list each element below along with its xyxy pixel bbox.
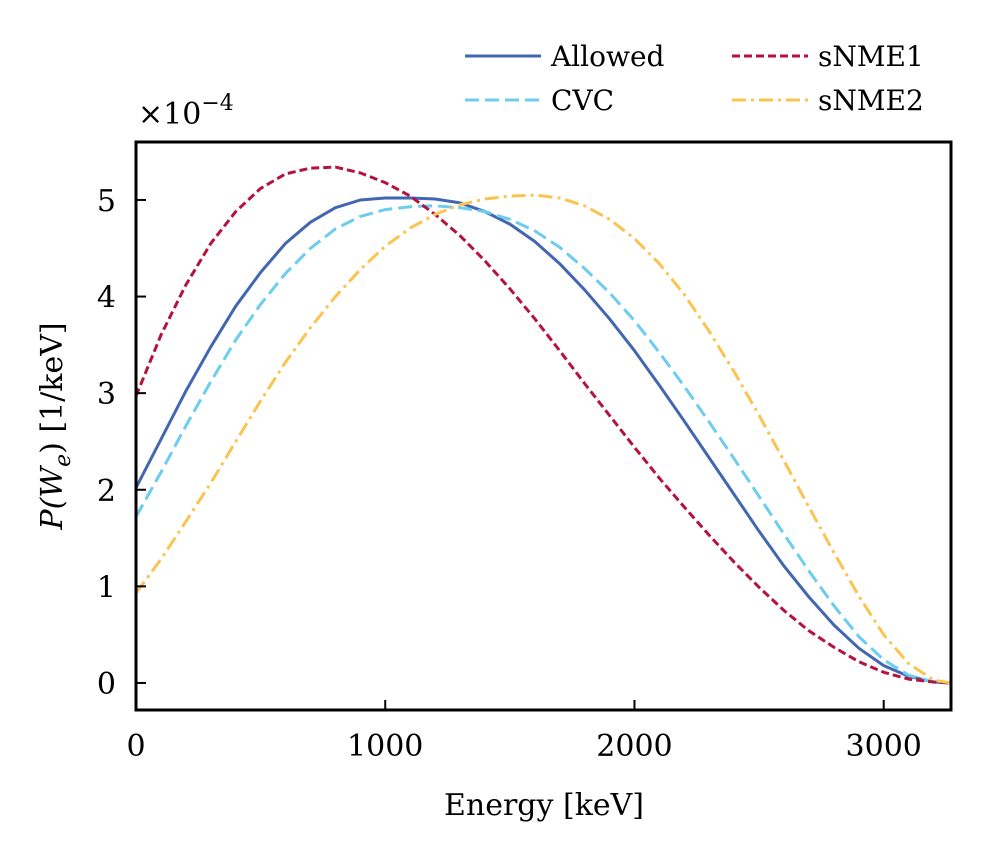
series-line-snme1 xyxy=(134,165,952,685)
y-tick-label: 2 xyxy=(97,474,116,509)
legend-label-cvc: CVC xyxy=(551,84,614,117)
series-line-snme2 xyxy=(134,193,952,685)
x-tick-label: 1000 xyxy=(347,729,423,764)
x-axis-title: Energy [keV] xyxy=(444,788,644,823)
y-tick-label: 3 xyxy=(97,377,116,412)
x-tick-label: 3000 xyxy=(846,729,922,764)
x-tick-label: 2000 xyxy=(596,729,672,764)
legend: Allowed CVC sNME1 sNME2 xyxy=(465,40,924,117)
y-scale-base: ×10 xyxy=(138,97,201,132)
series-layer xyxy=(134,165,952,685)
legend-label-allowed: Allowed xyxy=(550,40,665,73)
ticks-layer: 0 1000 2000 3000 0 1 2 3 4 5 xyxy=(97,184,922,764)
y-axis-title-prefix: P(W xyxy=(35,465,70,531)
series-line-cvc xyxy=(134,204,952,685)
y-axis-title-subscript: e xyxy=(51,454,76,467)
y-tick-label: 1 xyxy=(97,570,116,605)
legend-label-snme2: sNME2 xyxy=(818,84,924,117)
y-scale-exponent: −4 xyxy=(201,91,233,116)
series-line-allowed xyxy=(134,196,952,685)
legend-label-snme1: sNME1 xyxy=(818,40,924,73)
x-tick-label: 0 xyxy=(126,729,145,764)
y-axis-title: P(We) [1/keV] xyxy=(35,322,76,530)
y-tick-label: 5 xyxy=(97,184,116,219)
y-tick-label: 0 xyxy=(97,667,116,702)
y-axis-title-suffix: ) [1/keV] xyxy=(35,322,70,453)
plot-frame xyxy=(134,140,953,712)
y-axis-scale-factor: ×10−4 xyxy=(138,91,234,132)
y-tick-label: 4 xyxy=(97,281,116,316)
